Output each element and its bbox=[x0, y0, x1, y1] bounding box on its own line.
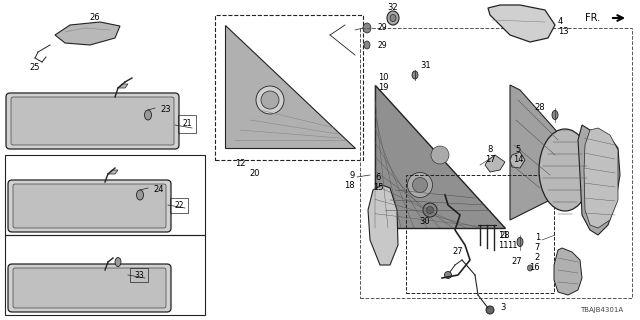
Text: 33: 33 bbox=[134, 270, 144, 279]
Bar bbox=[5, 235, 205, 315]
Ellipse shape bbox=[256, 86, 284, 114]
Text: 11: 11 bbox=[498, 230, 509, 239]
Text: 29: 29 bbox=[377, 23, 387, 33]
Bar bbox=[130, 268, 148, 282]
Ellipse shape bbox=[413, 178, 428, 193]
Ellipse shape bbox=[387, 11, 399, 25]
Text: 13: 13 bbox=[558, 28, 568, 36]
Text: 8: 8 bbox=[487, 146, 493, 155]
Ellipse shape bbox=[363, 23, 371, 33]
Text: 5: 5 bbox=[515, 146, 520, 155]
Text: 17: 17 bbox=[484, 156, 495, 164]
Ellipse shape bbox=[115, 258, 121, 267]
Text: 23: 23 bbox=[160, 106, 171, 115]
Text: 18: 18 bbox=[344, 180, 355, 189]
Ellipse shape bbox=[412, 71, 418, 79]
Text: 15: 15 bbox=[372, 183, 383, 193]
Polygon shape bbox=[510, 85, 570, 220]
Text: 11: 11 bbox=[498, 241, 509, 250]
Text: 29: 29 bbox=[377, 41, 387, 50]
Text: 7: 7 bbox=[534, 243, 540, 252]
Polygon shape bbox=[554, 248, 582, 295]
Bar bbox=[360, 28, 632, 298]
Ellipse shape bbox=[445, 271, 451, 278]
Ellipse shape bbox=[426, 206, 433, 213]
Ellipse shape bbox=[423, 203, 437, 217]
Ellipse shape bbox=[539, 129, 591, 211]
Ellipse shape bbox=[431, 146, 449, 164]
Ellipse shape bbox=[486, 306, 494, 314]
Text: 9: 9 bbox=[349, 171, 355, 180]
Ellipse shape bbox=[261, 91, 279, 109]
Text: 3: 3 bbox=[500, 303, 506, 313]
Bar bbox=[178, 115, 196, 133]
Polygon shape bbox=[488, 5, 555, 42]
Text: 25: 25 bbox=[29, 63, 40, 73]
FancyBboxPatch shape bbox=[6, 93, 179, 149]
Ellipse shape bbox=[517, 237, 523, 246]
Ellipse shape bbox=[390, 14, 396, 21]
Text: 11: 11 bbox=[507, 241, 518, 250]
Polygon shape bbox=[118, 84, 128, 88]
Ellipse shape bbox=[552, 110, 558, 119]
Ellipse shape bbox=[136, 190, 143, 200]
Ellipse shape bbox=[364, 41, 370, 49]
Text: FR.: FR. bbox=[585, 13, 600, 23]
Text: 22: 22 bbox=[174, 201, 184, 210]
Text: 12: 12 bbox=[235, 158, 245, 167]
Text: 16: 16 bbox=[529, 262, 540, 271]
Text: 10: 10 bbox=[378, 74, 388, 83]
Text: 2: 2 bbox=[535, 252, 540, 261]
Bar bbox=[406, 175, 554, 293]
FancyBboxPatch shape bbox=[8, 180, 171, 232]
Polygon shape bbox=[368, 185, 398, 265]
Text: 24: 24 bbox=[153, 186, 163, 195]
FancyBboxPatch shape bbox=[13, 268, 166, 308]
Text: 6: 6 bbox=[375, 173, 381, 182]
Text: 26: 26 bbox=[90, 12, 100, 21]
Text: 14: 14 bbox=[513, 156, 524, 164]
Ellipse shape bbox=[527, 265, 532, 271]
Text: 28: 28 bbox=[499, 230, 510, 239]
Bar bbox=[215, 15, 363, 160]
Bar bbox=[5, 155, 205, 235]
Text: 32: 32 bbox=[388, 4, 398, 12]
Polygon shape bbox=[584, 128, 618, 228]
Text: 27: 27 bbox=[452, 247, 463, 257]
FancyBboxPatch shape bbox=[13, 184, 166, 228]
FancyBboxPatch shape bbox=[8, 264, 171, 312]
Text: 28: 28 bbox=[534, 103, 545, 113]
Bar bbox=[170, 198, 188, 213]
Polygon shape bbox=[108, 170, 118, 174]
Polygon shape bbox=[225, 25, 355, 148]
Polygon shape bbox=[485, 155, 505, 172]
Text: 31: 31 bbox=[420, 60, 431, 69]
Text: 27: 27 bbox=[511, 258, 522, 267]
Polygon shape bbox=[375, 85, 505, 228]
Text: 20: 20 bbox=[250, 169, 260, 178]
Polygon shape bbox=[510, 152, 525, 168]
Text: 30: 30 bbox=[420, 218, 430, 227]
FancyBboxPatch shape bbox=[11, 97, 174, 145]
Text: 1: 1 bbox=[535, 234, 540, 243]
Text: 21: 21 bbox=[182, 119, 192, 129]
Text: 19: 19 bbox=[378, 84, 388, 92]
Ellipse shape bbox=[408, 172, 433, 197]
Text: 4: 4 bbox=[558, 18, 563, 27]
Polygon shape bbox=[55, 22, 120, 45]
Polygon shape bbox=[578, 125, 620, 235]
Ellipse shape bbox=[145, 110, 152, 120]
Text: TBAJB4301A: TBAJB4301A bbox=[580, 307, 623, 313]
